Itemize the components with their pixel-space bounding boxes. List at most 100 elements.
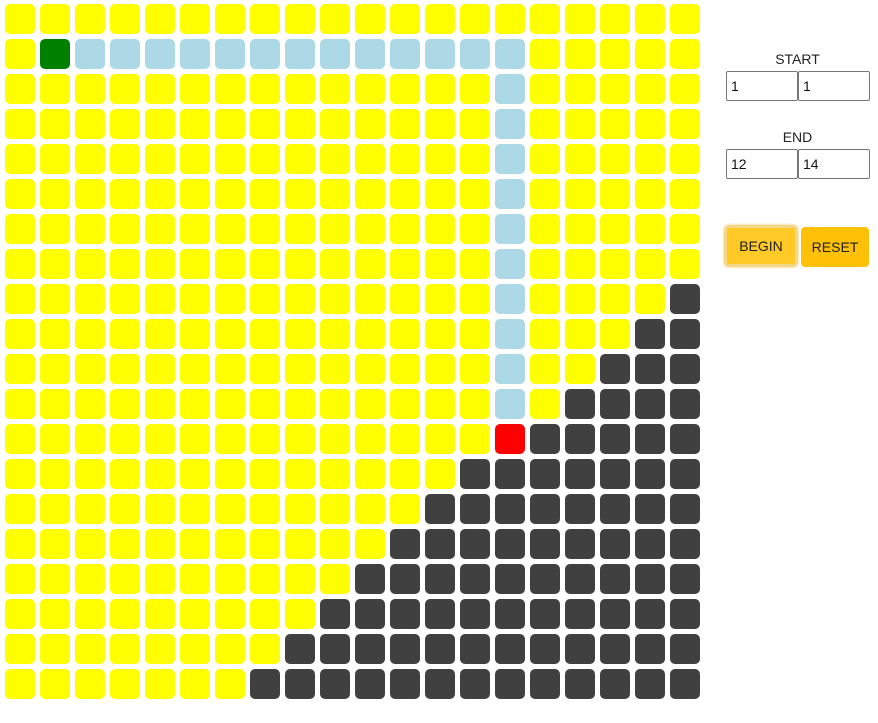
open-cell[interactable] bbox=[5, 319, 35, 349]
wall-cell[interactable] bbox=[635, 319, 665, 349]
open-cell[interactable] bbox=[670, 214, 700, 244]
open-cell[interactable] bbox=[530, 214, 560, 244]
open-cell[interactable] bbox=[425, 179, 455, 209]
open-cell[interactable] bbox=[355, 389, 385, 419]
open-cell[interactable] bbox=[320, 284, 350, 314]
wall-cell[interactable] bbox=[670, 494, 700, 524]
open-cell[interactable] bbox=[565, 319, 595, 349]
open-cell[interactable] bbox=[110, 389, 140, 419]
open-cell[interactable] bbox=[600, 214, 630, 244]
wall-cell[interactable] bbox=[670, 529, 700, 559]
open-cell[interactable] bbox=[40, 249, 70, 279]
open-cell[interactable] bbox=[110, 319, 140, 349]
open-cell[interactable] bbox=[355, 144, 385, 174]
wall-cell[interactable] bbox=[425, 494, 455, 524]
open-cell[interactable] bbox=[320, 109, 350, 139]
open-cell[interactable] bbox=[320, 74, 350, 104]
wall-cell[interactable] bbox=[425, 634, 455, 664]
wall-cell[interactable] bbox=[635, 494, 665, 524]
open-cell[interactable] bbox=[145, 319, 175, 349]
open-cell[interactable] bbox=[355, 284, 385, 314]
open-cell[interactable] bbox=[215, 564, 245, 594]
open-cell[interactable] bbox=[390, 424, 420, 454]
wall-cell[interactable] bbox=[425, 564, 455, 594]
wall-cell[interactable] bbox=[530, 424, 560, 454]
open-cell[interactable] bbox=[40, 389, 70, 419]
wall-cell[interactable] bbox=[390, 599, 420, 629]
open-cell[interactable] bbox=[145, 599, 175, 629]
open-cell[interactable] bbox=[390, 389, 420, 419]
open-cell[interactable] bbox=[40, 459, 70, 489]
open-cell[interactable] bbox=[180, 564, 210, 594]
open-cell[interactable] bbox=[565, 109, 595, 139]
open-cell[interactable] bbox=[110, 179, 140, 209]
wall-cell[interactable] bbox=[670, 354, 700, 384]
open-cell[interactable] bbox=[250, 74, 280, 104]
open-cell[interactable] bbox=[40, 529, 70, 559]
open-cell[interactable] bbox=[530, 144, 560, 174]
open-cell[interactable] bbox=[355, 319, 385, 349]
open-cell[interactable] bbox=[460, 424, 490, 454]
open-cell[interactable] bbox=[285, 494, 315, 524]
open-cell[interactable] bbox=[250, 494, 280, 524]
open-cell[interactable] bbox=[40, 494, 70, 524]
wall-cell[interactable] bbox=[565, 494, 595, 524]
open-cell[interactable] bbox=[215, 214, 245, 244]
open-cell[interactable] bbox=[5, 74, 35, 104]
wall-cell[interactable] bbox=[285, 669, 315, 699]
wall-cell[interactable] bbox=[600, 669, 630, 699]
open-cell[interactable] bbox=[40, 354, 70, 384]
open-cell[interactable] bbox=[635, 74, 665, 104]
reset-button[interactable]: RESET bbox=[801, 227, 869, 267]
wall-cell[interactable] bbox=[390, 564, 420, 594]
open-cell[interactable] bbox=[215, 4, 245, 34]
open-cell[interactable] bbox=[600, 4, 630, 34]
open-cell[interactable] bbox=[320, 144, 350, 174]
open-cell[interactable] bbox=[250, 319, 280, 349]
wall-cell[interactable] bbox=[565, 564, 595, 594]
wall-cell[interactable] bbox=[600, 389, 630, 419]
open-cell[interactable] bbox=[495, 4, 525, 34]
open-cell[interactable] bbox=[75, 109, 105, 139]
open-cell[interactable] bbox=[145, 634, 175, 664]
wall-cell[interactable] bbox=[285, 634, 315, 664]
wall-cell[interactable] bbox=[670, 284, 700, 314]
open-cell[interactable] bbox=[110, 144, 140, 174]
wall-cell[interactable] bbox=[670, 634, 700, 664]
open-cell[interactable] bbox=[250, 4, 280, 34]
open-cell[interactable] bbox=[75, 459, 105, 489]
wall-cell[interactable] bbox=[530, 634, 560, 664]
open-cell[interactable] bbox=[600, 179, 630, 209]
open-cell[interactable] bbox=[75, 424, 105, 454]
open-cell[interactable] bbox=[285, 599, 315, 629]
wall-cell[interactable] bbox=[600, 599, 630, 629]
wall-cell[interactable] bbox=[600, 424, 630, 454]
open-cell[interactable] bbox=[320, 529, 350, 559]
wall-cell[interactable] bbox=[530, 599, 560, 629]
wall-cell[interactable] bbox=[635, 634, 665, 664]
open-cell[interactable] bbox=[215, 179, 245, 209]
open-cell[interactable] bbox=[635, 179, 665, 209]
open-cell[interactable] bbox=[285, 424, 315, 454]
wall-cell[interactable] bbox=[635, 459, 665, 489]
open-cell[interactable] bbox=[600, 109, 630, 139]
open-cell[interactable] bbox=[320, 424, 350, 454]
wall-cell[interactable] bbox=[600, 354, 630, 384]
open-cell[interactable] bbox=[5, 214, 35, 244]
open-cell[interactable] bbox=[635, 39, 665, 69]
open-cell[interactable] bbox=[355, 249, 385, 279]
open-cell[interactable] bbox=[355, 4, 385, 34]
wall-cell[interactable] bbox=[670, 459, 700, 489]
open-cell[interactable] bbox=[180, 529, 210, 559]
start-row-input[interactable] bbox=[726, 71, 798, 101]
wall-cell[interactable] bbox=[460, 599, 490, 629]
open-cell[interactable] bbox=[5, 284, 35, 314]
wall-cell[interactable] bbox=[355, 669, 385, 699]
open-cell[interactable] bbox=[285, 74, 315, 104]
open-cell[interactable] bbox=[145, 249, 175, 279]
open-cell[interactable] bbox=[40, 564, 70, 594]
open-cell[interactable] bbox=[530, 109, 560, 139]
open-cell[interactable] bbox=[635, 284, 665, 314]
path-cell[interactable] bbox=[460, 39, 490, 69]
wall-cell[interactable] bbox=[600, 634, 630, 664]
